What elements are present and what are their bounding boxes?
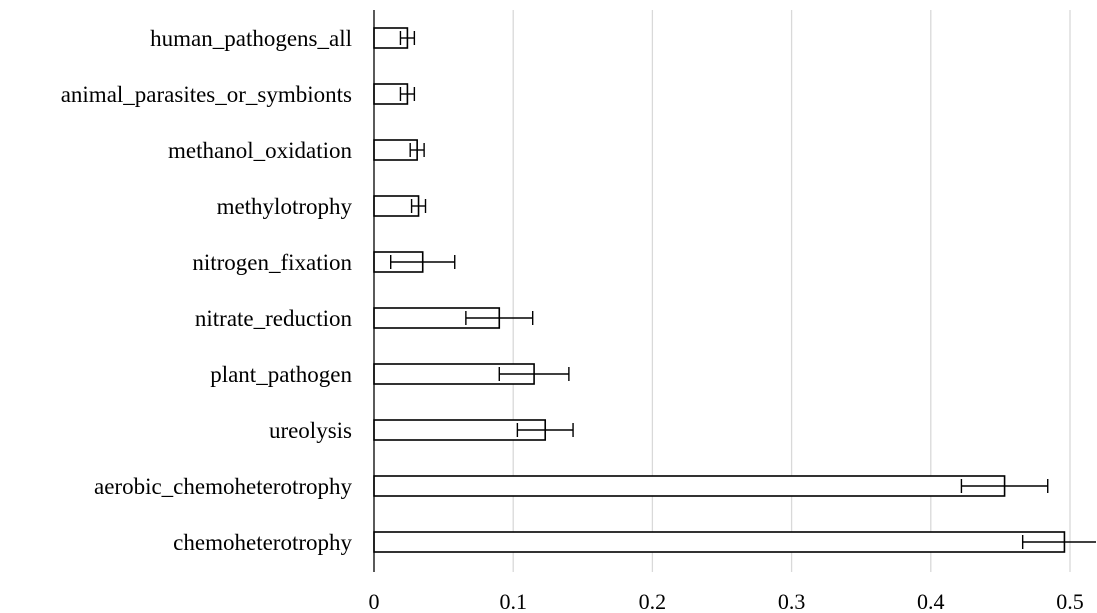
category-label: chemoheterotrophy [173, 530, 352, 555]
x-tick-label: 0.2 [639, 589, 667, 613]
x-tick-label: 0.1 [499, 589, 527, 613]
error-bar-layer [390, 31, 1096, 549]
category-label: nitrogen_fixation [192, 250, 352, 275]
category-labels: human_pathogens_all animal_parasites_or_s… [61, 26, 353, 555]
category-label: methanol_oxidation [168, 138, 352, 163]
category-label: plant_pathogen [210, 362, 352, 387]
bar [373, 475, 1006, 497]
x-tick-label: 0 [369, 589, 380, 613]
x-tick-label: 0.5 [1056, 589, 1084, 613]
x-tick-label: 0.4 [917, 589, 945, 613]
x-tick-labels: 0 0.1 0.2 0.3 0.4 0.5 [369, 589, 1084, 613]
x-tick-label: 0.3 [778, 589, 806, 613]
category-label: human_pathogens_all [150, 26, 352, 51]
bar [373, 531, 1066, 553]
category-label: animal_parasites_or_symbionts [61, 82, 352, 107]
category-label: nitrate_reduction [195, 306, 353, 331]
category-label: aerobic_chemoheterotrophy [94, 474, 352, 499]
bar-layer [373, 27, 1066, 553]
category-label: methylotrophy [217, 194, 353, 219]
category-label: ureolysis [269, 418, 352, 443]
